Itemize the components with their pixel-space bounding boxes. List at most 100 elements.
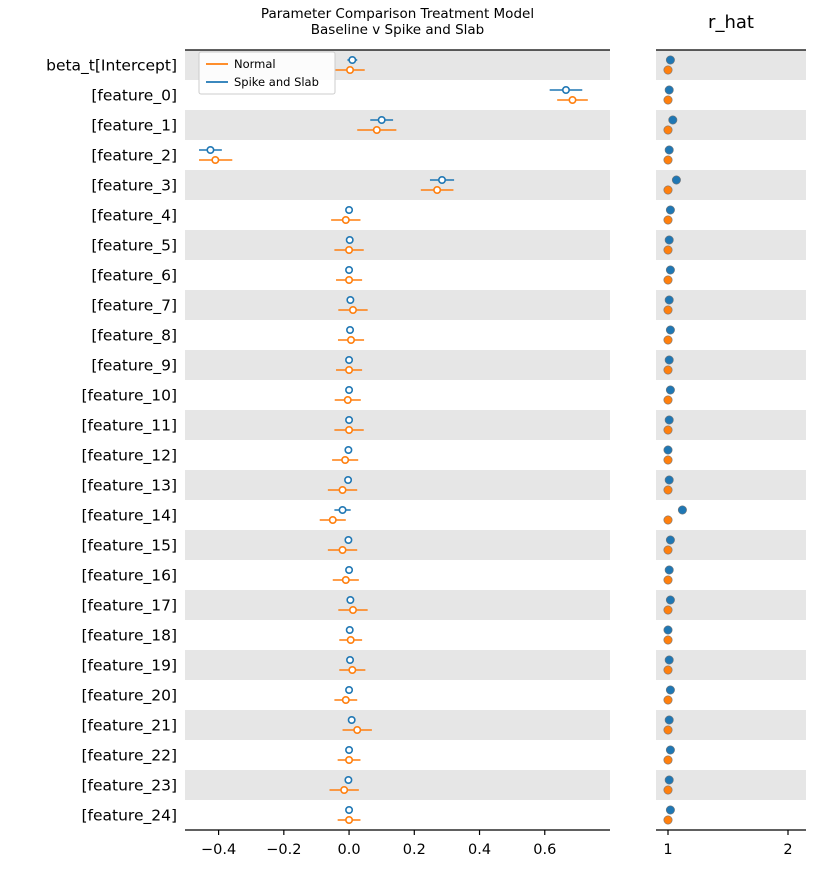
row-label: [feature_22] bbox=[81, 747, 177, 766]
normal-marker bbox=[345, 425, 354, 434]
normal-marker bbox=[340, 785, 349, 794]
normal-marker bbox=[345, 275, 354, 284]
normal-marker bbox=[345, 246, 354, 255]
spike-rhat-dot bbox=[671, 175, 681, 185]
alternating-band bbox=[656, 410, 806, 440]
spike-rhat-dot bbox=[665, 685, 675, 695]
alternating-band bbox=[656, 530, 806, 560]
row-label: [feature_3] bbox=[91, 177, 177, 196]
alternating-band bbox=[656, 350, 806, 380]
spike-marker bbox=[345, 385, 354, 394]
alternating-band bbox=[185, 410, 610, 440]
alternating-band bbox=[185, 590, 610, 620]
spike-rhat-dot bbox=[664, 655, 674, 665]
normal-rhat-dot bbox=[663, 425, 673, 435]
row-label: [feature_14] bbox=[81, 507, 177, 526]
alternating-band bbox=[656, 170, 806, 200]
spike-marker bbox=[344, 475, 353, 484]
spike-rhat-dot bbox=[664, 415, 674, 425]
alternating-band bbox=[185, 770, 610, 800]
row-label: [feature_20] bbox=[81, 687, 177, 706]
legend-label-normal: Normal bbox=[234, 57, 276, 71]
normal-rhat-dot bbox=[663, 665, 673, 675]
rhat-title: r_hat bbox=[708, 12, 754, 33]
row-label: [feature_2] bbox=[91, 147, 177, 166]
normal-rhat-dot bbox=[663, 335, 673, 345]
spike-rhat-dot bbox=[665, 385, 675, 395]
alternating-band bbox=[656, 770, 806, 800]
row-label: [feature_4] bbox=[91, 207, 177, 226]
alternating-band bbox=[656, 470, 806, 500]
normal-marker bbox=[328, 515, 337, 524]
spike-marker bbox=[345, 206, 354, 215]
alternating-band bbox=[656, 590, 806, 620]
normal-marker bbox=[347, 335, 356, 344]
alternating-band bbox=[656, 650, 806, 680]
normal-marker bbox=[341, 216, 350, 225]
x-axis-tick-label: 0.4 bbox=[468, 842, 491, 858]
x-axis-tick-label: 1 bbox=[663, 842, 672, 858]
normal-rhat-dot bbox=[663, 755, 673, 765]
spike-rhat-dot bbox=[665, 595, 675, 605]
spike-marker bbox=[345, 805, 354, 814]
alternating-band bbox=[185, 650, 610, 680]
x-axis-tick-label: 0.2 bbox=[403, 842, 426, 858]
alternating-band bbox=[656, 110, 806, 140]
normal-rhat-dot bbox=[663, 725, 673, 735]
x-axis-tick-label: 0.6 bbox=[533, 842, 556, 858]
normal-marker bbox=[345, 815, 354, 824]
spike-marker bbox=[345, 745, 354, 754]
spike-rhat-dot bbox=[665, 805, 675, 815]
normal-rhat-dot bbox=[663, 65, 673, 75]
spike-rhat-dot bbox=[665, 535, 675, 545]
alternating-band bbox=[656, 290, 806, 320]
spike-rhat-dot bbox=[664, 355, 674, 365]
spike-marker bbox=[206, 146, 215, 155]
spike-marker bbox=[344, 775, 353, 784]
normal-rhat-dot bbox=[663, 575, 673, 585]
row-label: [feature_10] bbox=[81, 387, 177, 406]
spike-marker bbox=[345, 415, 354, 424]
spike-marker bbox=[377, 116, 386, 125]
row-label: beta_t[Intercept] bbox=[46, 57, 177, 76]
spike-marker bbox=[345, 236, 354, 245]
normal-marker bbox=[341, 575, 350, 584]
spike-marker bbox=[344, 535, 353, 544]
x-axis-tick-label: 0.0 bbox=[338, 842, 361, 858]
row-label: [feature_15] bbox=[81, 537, 177, 556]
normal-marker bbox=[346, 635, 355, 644]
spike-rhat-dot bbox=[665, 55, 675, 65]
row-label: [feature_19] bbox=[81, 657, 177, 676]
normal-marker bbox=[568, 96, 577, 105]
normal-rhat-dot bbox=[663, 815, 673, 825]
spike-marker bbox=[345, 685, 354, 694]
normal-rhat-dot bbox=[663, 545, 673, 555]
spike-rhat-dot bbox=[664, 85, 674, 95]
legend-label-spike: Spike and Slab bbox=[234, 75, 319, 89]
normal-rhat-dot bbox=[663, 485, 673, 495]
normal-rhat-dot bbox=[663, 605, 673, 615]
spike-marker bbox=[347, 715, 356, 724]
normal-marker bbox=[348, 305, 357, 314]
row-label: [feature_13] bbox=[81, 477, 177, 496]
spike-rhat-dot bbox=[664, 295, 674, 305]
spike-rhat-dot bbox=[668, 115, 678, 125]
row-label: [feature_9] bbox=[91, 357, 177, 376]
spike-rhat-dot bbox=[664, 235, 674, 245]
normal-marker bbox=[348, 665, 357, 674]
normal-rhat-dot bbox=[663, 635, 673, 645]
normal-marker bbox=[372, 126, 381, 135]
normal-rhat-dot bbox=[663, 215, 673, 225]
chart-title-line1: Parameter Comparison Treatment Model bbox=[260, 6, 535, 22]
spike-marker bbox=[346, 295, 355, 304]
row-label: [feature_16] bbox=[81, 567, 177, 586]
spike-rhat-dot bbox=[664, 775, 674, 785]
legend-box bbox=[198, 51, 336, 95]
normal-marker bbox=[338, 485, 347, 494]
normal-marker bbox=[345, 365, 354, 374]
normal-rhat-dot bbox=[663, 305, 673, 315]
normal-marker bbox=[211, 156, 220, 165]
normal-rhat-dot bbox=[663, 185, 673, 195]
row-label: [feature_23] bbox=[81, 777, 177, 796]
